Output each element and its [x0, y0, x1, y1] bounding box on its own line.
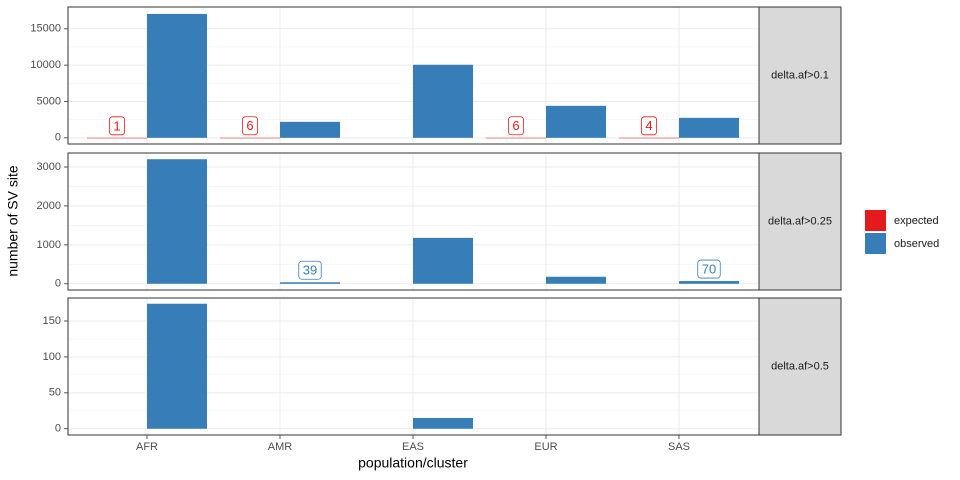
strip-label: delta.af>0.25	[768, 215, 832, 227]
strip	[758, 6, 842, 145]
bar	[679, 117, 739, 138]
bar	[147, 13, 207, 138]
bar	[679, 281, 739, 284]
data-label: 1	[113, 118, 120, 133]
strip	[758, 152, 842, 291]
data-label-box	[640, 116, 658, 136]
legend-key	[865, 233, 886, 254]
y-tick-label: 15000	[30, 23, 61, 35]
bar	[413, 237, 473, 284]
y-tick-label: 3000	[37, 161, 61, 173]
data-label: 6	[512, 118, 519, 133]
y-tick-label: 1000	[37, 239, 61, 251]
y-tick-label: 50	[49, 387, 61, 399]
y-tick-label: 150	[43, 315, 61, 327]
bar	[619, 137, 679, 139]
y-tick-label: 0	[55, 423, 61, 435]
x-tick-label: EAS	[402, 441, 424, 453]
data-label-box	[697, 259, 721, 279]
data-label: 4	[645, 118, 652, 133]
y-tick-label: 0	[55, 278, 61, 290]
data-label-box	[298, 260, 322, 280]
bar	[486, 137, 546, 139]
bar	[147, 303, 207, 429]
x-tick-label: EUR	[534, 441, 557, 453]
bar	[413, 417, 473, 429]
strip-label: delta.af>0.5	[771, 360, 829, 372]
strip-label: delta.af>0.1	[771, 69, 829, 81]
legend-label: expected	[894, 215, 939, 227]
legend-key	[865, 210, 886, 231]
legend-label: observed	[894, 238, 939, 250]
y-tick-label: 100	[43, 351, 61, 363]
data-label-box	[241, 116, 259, 136]
data-label-box	[108, 116, 126, 136]
bar	[87, 137, 147, 139]
y-tick-label: 10000	[30, 59, 61, 71]
bar	[147, 159, 207, 284]
x-tick-label: AFR	[136, 441, 158, 453]
y-tick-label: 2000	[37, 200, 61, 212]
x-axis-title: population/cluster	[358, 455, 468, 471]
bar	[280, 121, 340, 138]
bar	[546, 105, 606, 138]
data-label-box	[507, 116, 525, 136]
strip	[758, 297, 842, 436]
bar	[220, 137, 280, 139]
bar	[280, 282, 340, 284]
bar	[413, 64, 473, 138]
data-label: 39	[303, 263, 317, 278]
y-tick-label: 5000	[37, 95, 61, 107]
y-tick-label: 0	[55, 132, 61, 144]
data-label: 70	[702, 261, 716, 276]
data-label: 6	[246, 118, 253, 133]
x-tick-label: AMR	[268, 441, 293, 453]
y-axis-title: number of SV site	[5, 165, 21, 276]
bar	[546, 276, 606, 284]
x-tick-label: SAS	[668, 441, 690, 453]
